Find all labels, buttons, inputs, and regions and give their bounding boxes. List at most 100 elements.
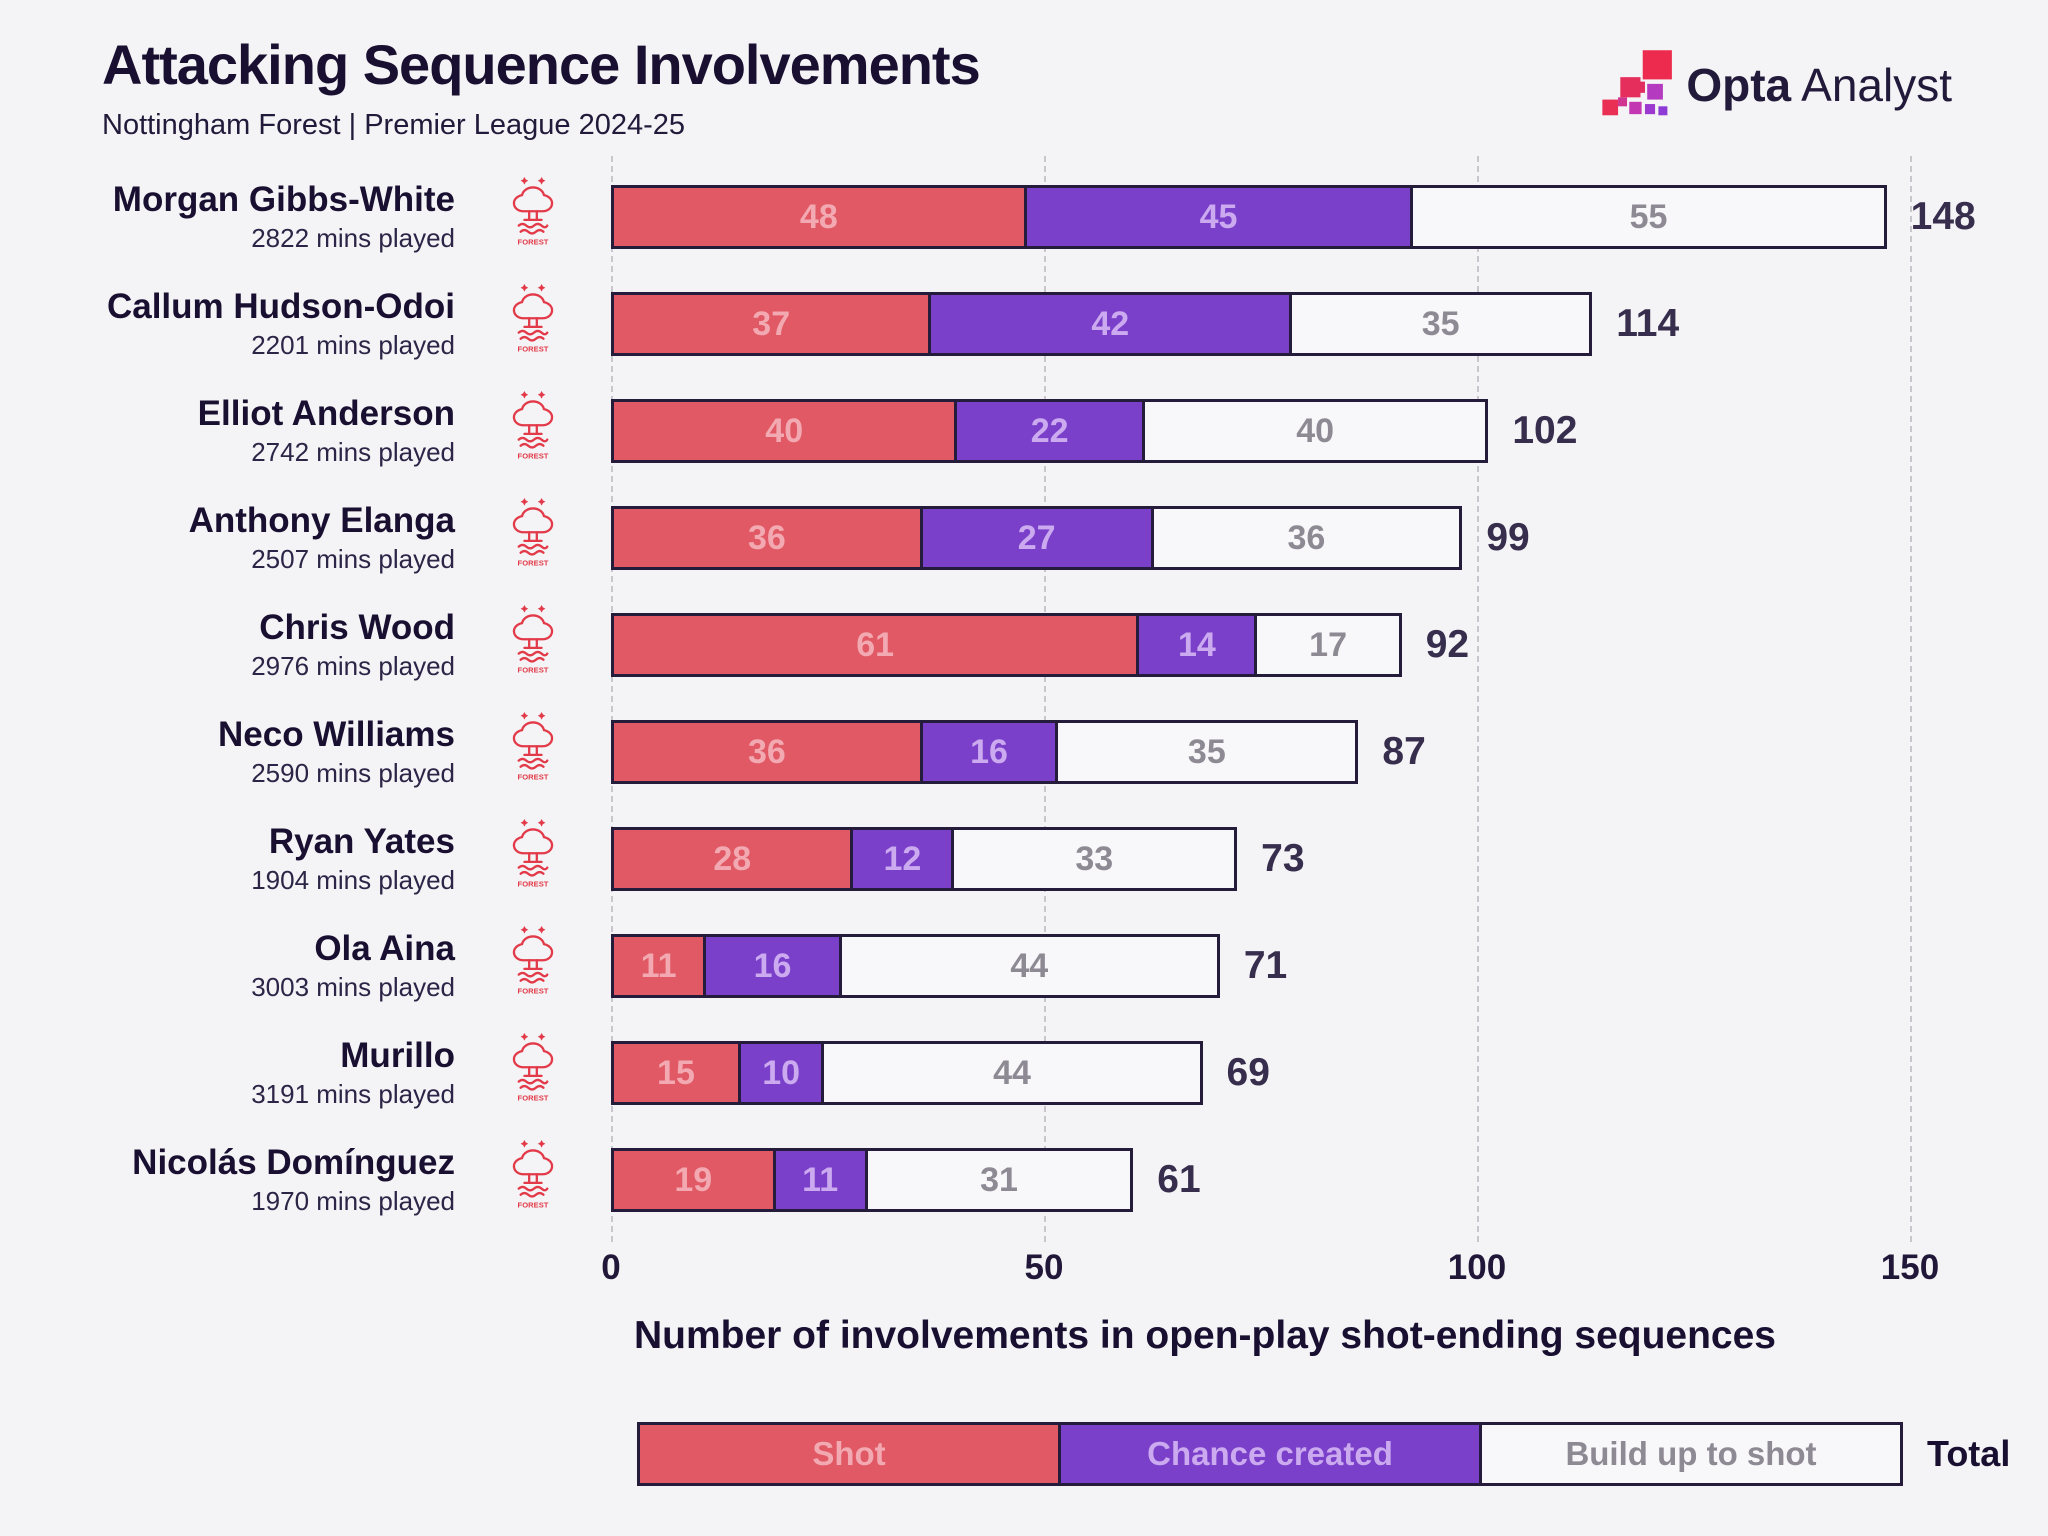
bar-plot-area: 36 27 36 99 [611, 506, 2048, 571]
total-value: 102 [1512, 409, 1578, 453]
stacked-bar: 11 16 44 [611, 934, 2048, 999]
player-label: Nicolás Domínguez 1970 mins played [0, 1143, 455, 1218]
opta-analyst-wordmark: Opta Analyst [1686, 58, 1952, 112]
player-name: Ola Aina [314, 928, 455, 968]
gridline-50 [1044, 155, 1046, 1242]
player-row: Neco Williams 2590 mins played FOREST 36… [0, 699, 2048, 806]
player-minutes: 2822 mins played [251, 223, 455, 254]
bar-plot-area: 11 16 44 71 [611, 934, 2048, 999]
shot-segment: 19 [611, 1148, 776, 1213]
total-value: 69 [1226, 1051, 1270, 1095]
player-minutes: 2976 mins played [251, 651, 455, 682]
legend-shot: Shot [637, 1421, 1061, 1486]
chance-created-segment: 42 [928, 292, 1293, 357]
build-up-segment: 17 [1254, 613, 1402, 678]
build-up-segment: 35 [1289, 292, 1593, 357]
player-row: Callum Hudson-Odoi 2201 mins played FORE… [0, 271, 2048, 378]
svg-text:FOREST: FOREST [518, 666, 549, 675]
chance-created-segment: 16 [703, 934, 842, 999]
analyst-wordmark: Analyst [1801, 59, 1952, 111]
x-tick-100: 100 [1447, 1247, 1507, 1287]
bar-plot-area: 19 11 31 61 [611, 1148, 2048, 1213]
x-tick-150: 150 [1880, 1247, 1940, 1287]
total-value: 73 [1261, 837, 1305, 881]
player-row: Elliot Anderson 2742 mins played FOREST … [0, 378, 2048, 485]
player-minutes: 1970 mins played [251, 1186, 455, 1217]
shot-segment: 36 [611, 506, 923, 571]
total-value: 114 [1616, 302, 1680, 346]
chart-rows: Morgan Gibbs-White 2822 mins played FORE… [0, 164, 2048, 1234]
page-subtitle: Nottingham Forest | Premier League 2024-… [102, 108, 686, 141]
stacked-bar: 40 22 40 [611, 399, 2048, 464]
chance-created-segment: 22 [954, 399, 1145, 464]
svg-text:FOREST: FOREST [518, 452, 549, 461]
shot-segment: 40 [611, 399, 958, 464]
stacked-bar: 48 45 55 [611, 185, 2048, 250]
nottingham-forest-crest-icon: FOREST [455, 1032, 611, 1114]
player-label: Neco Williams 2590 mins played [0, 714, 455, 790]
header: Attacking Sequence Involvements Nottingh… [0, 0, 2048, 142]
nottingham-forest-crest-icon: FOREST [455, 604, 611, 686]
player-row: Chris Wood 2976 mins played FOREST 61 14 [0, 592, 2048, 699]
chance-created-segment: 10 [737, 1041, 825, 1106]
bar-plot-area: 40 22 40 102 [611, 399, 2048, 464]
x-axis-label: Number of involvements in open-play shot… [633, 1313, 1776, 1357]
title-block: Attacking Sequence Involvements Nottingh… [102, 33, 981, 142]
build-up-segment: 31 [864, 1148, 1134, 1213]
svg-text:FOREST: FOREST [518, 238, 549, 247]
player-label: Murillo 3191 mins played [0, 1035, 455, 1111]
bar-plot-area: 37 42 35 114 [611, 292, 2048, 357]
opta-wordmark: Opta [1686, 59, 1792, 111]
chance-created-segment: 14 [1136, 613, 1258, 678]
player-label: Ola Aina 3003 mins played [0, 928, 455, 1004]
stacked-bar: 37 42 35 [611, 292, 2048, 357]
player-row: Morgan Gibbs-White 2822 mins played FORE… [0, 164, 2048, 271]
svg-text:FOREST: FOREST [518, 987, 549, 996]
player-minutes: 1904 mins played [251, 865, 455, 896]
player-label: Anthony Elanga 2507 mins played [0, 500, 455, 576]
player-label: Morgan Gibbs-White 2822 mins played [0, 179, 455, 255]
shot-segment: 48 [611, 185, 1027, 250]
shot-segment: 61 [611, 613, 1140, 678]
gridlines [0, 155, 2048, 1242]
total-value: 99 [1486, 516, 1530, 560]
stacked-bar: 15 10 44 [611, 1041, 2048, 1106]
build-up-segment: 40 [1141, 399, 1489, 464]
build-up-segment: 36 [1150, 506, 1463, 571]
player-name: Murillo [340, 1035, 455, 1075]
bar-plot-area: 36 16 35 87 [611, 720, 2048, 785]
shot-segment: 11 [611, 934, 707, 999]
player-name: Morgan Gibbs-White [112, 179, 455, 219]
shot-segment: 36 [611, 720, 923, 785]
shot-segment: 28 [611, 827, 854, 892]
total-value: 71 [1243, 944, 1288, 988]
bar-plot-area: 48 45 55 148 [611, 185, 2048, 250]
build-up-segment: 55 [1410, 185, 1887, 250]
player-row: Murillo 3191 mins played FOREST 15 10 44 [0, 1020, 2048, 1127]
player-label: Chris Wood 2976 mins played [0, 608, 455, 683]
nottingham-forest-crest-icon: FOREST [455, 818, 611, 900]
nottingham-forest-crest-icon: FOREST [455, 283, 611, 365]
stacked-bar: 61 14 17 [611, 613, 2048, 678]
player-row: Ola Aina 3003 mins played FOREST 11 16 4… [0, 913, 2048, 1020]
legend-total-label: Total [1927, 1432, 2011, 1474]
player-minutes: 2590 mins played [251, 758, 455, 789]
player-row: Nicolás Domínguez 1970 mins played FORES… [0, 1127, 2048, 1234]
gridline-0 [611, 155, 613, 1242]
player-name: Neco Williams [218, 714, 455, 754]
page-title: Attacking Sequence Involvements [102, 33, 981, 96]
gridline-100 [1477, 155, 1479, 1242]
player-name: Anthony Elanga [188, 500, 455, 540]
build-up-segment: 44 [821, 1041, 1203, 1106]
build-up-segment: 44 [838, 934, 1220, 999]
player-minutes: 3003 mins played [251, 972, 455, 1003]
svg-text:FOREST: FOREST [518, 345, 549, 354]
total-value: 148 [1910, 195, 1976, 239]
chance-created-segment: 11 [772, 1148, 868, 1213]
x-axis: 0 50 100 150 [0, 1240, 2048, 1298]
bar-plot-area: 28 12 33 73 [611, 827, 2048, 892]
build-up-segment: 33 [951, 827, 1238, 892]
nottingham-forest-crest-icon: FOREST [455, 711, 611, 793]
x-tick-0: 0 [601, 1247, 621, 1287]
player-name: Callum Hudson-Odoi [106, 286, 455, 326]
